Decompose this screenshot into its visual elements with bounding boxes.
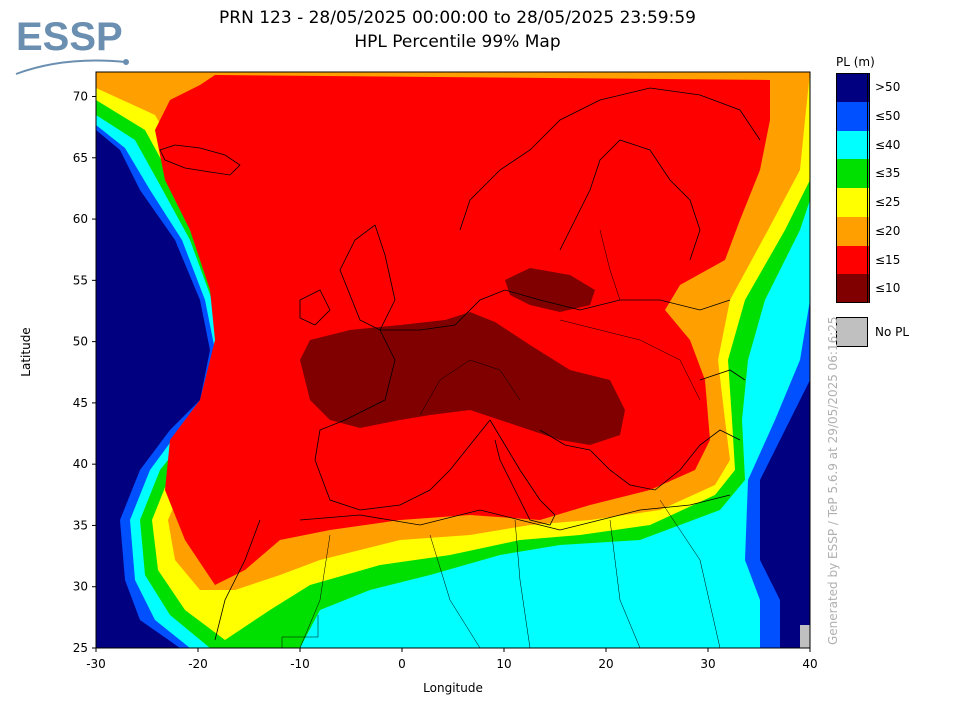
legend-title: PL (m) bbox=[836, 55, 875, 69]
essp-logo: ESSP bbox=[15, 15, 129, 75]
legend-frame bbox=[836, 73, 868, 303]
y-tick-label: 55 bbox=[73, 273, 88, 287]
x-tick-label: 10 bbox=[496, 657, 511, 671]
map-title: PRN 123 - 28/05/2025 00:00:00 to 28/05/2… bbox=[219, 8, 696, 28]
legend-label: ≤15 bbox=[875, 252, 901, 267]
zone-le10-central bbox=[300, 312, 625, 445]
legend-label: ≤50 bbox=[875, 108, 901, 123]
x-axis-label: Longitude bbox=[423, 681, 483, 695]
plot-frame bbox=[95, 71, 811, 649]
x-tick-label: 30 bbox=[700, 657, 715, 671]
zone-nopl-bottomright bbox=[800, 625, 810, 648]
legend-label: ≤40 bbox=[875, 137, 901, 152]
y-axis-ticks: 25 30 35 40 45 50 55 60 65 70 bbox=[73, 90, 96, 655]
x-axis-ticks: -30 -20 -10 0 10 20 30 40 bbox=[86, 648, 818, 671]
legend-label: ≤25 bbox=[875, 195, 901, 209]
y-tick-label: 65 bbox=[73, 151, 88, 165]
legend-label: >50 bbox=[875, 80, 901, 94]
legend-swatch bbox=[836, 188, 870, 217]
x-tick-label: -30 bbox=[86, 657, 106, 671]
x-tick-label: -20 bbox=[188, 657, 208, 671]
legend-swatch bbox=[836, 159, 870, 188]
legend-label: ≤20 bbox=[875, 223, 901, 238]
zone-le10-north bbox=[505, 268, 595, 312]
coastlines bbox=[159, 87, 761, 641]
legend-label: ≤10 bbox=[875, 281, 901, 296]
y-tick-label: 35 bbox=[73, 518, 88, 532]
y-tick-label: 45 bbox=[73, 396, 88, 410]
legend-label-nopl: No PL bbox=[875, 325, 910, 339]
legend-label: ≤35 bbox=[875, 166, 901, 181]
x-tick-label: 0 bbox=[398, 657, 406, 671]
generated-by-text: Generated by ESSP / TeP 5.6.9 at 29/05/2… bbox=[826, 316, 840, 645]
y-tick-label: 60 bbox=[73, 212, 88, 226]
map-plot-area bbox=[96, 72, 810, 648]
y-tick-label: 25 bbox=[73, 641, 88, 655]
y-tick-label: 50 bbox=[73, 335, 88, 349]
y-tick-label: 30 bbox=[73, 580, 88, 594]
borders bbox=[281, 229, 721, 648]
y-tick-label: 40 bbox=[73, 457, 88, 471]
y-tick-label: 70 bbox=[73, 90, 88, 104]
x-tick-label: -10 bbox=[290, 657, 310, 671]
legend-swatch-nopl bbox=[836, 317, 868, 347]
x-tick-label: 20 bbox=[598, 657, 613, 671]
legend-swatch bbox=[836, 101, 870, 131]
y-axis-label: Latitude bbox=[19, 327, 33, 377]
logo-text: ESSP bbox=[16, 15, 123, 59]
x-tick-label: 40 bbox=[802, 657, 817, 671]
map-subtitle: HPL Percentile 99% Map bbox=[354, 32, 561, 52]
